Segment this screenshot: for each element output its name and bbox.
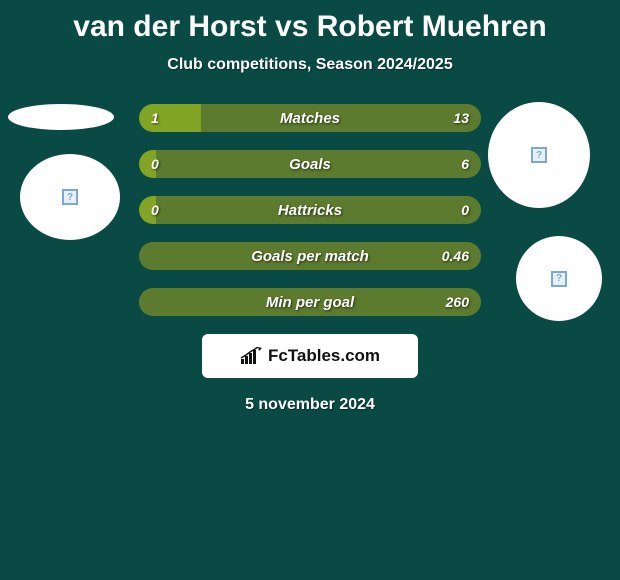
stat-value-right: 13 — [453, 110, 469, 126]
image-placeholder-icon: ? — [551, 271, 567, 287]
brand-text: FcTables.com — [268, 346, 380, 366]
brand-chart-icon — [240, 347, 262, 365]
stat-row: 0Hattricks0 — [139, 196, 481, 224]
date-label: 5 november 2024 — [0, 396, 620, 414]
stat-value-right: 0 — [461, 202, 469, 218]
image-placeholder-icon: ? — [62, 189, 78, 205]
stat-rows: 1Matches130Goals60Hattricks0Goals per ma… — [139, 104, 481, 316]
stat-label: Hattricks — [139, 202, 481, 219]
stat-label: Min per goal — [139, 294, 481, 311]
stat-row: 0Goals6 — [139, 150, 481, 178]
stat-row: Min per goal260 — [139, 288, 481, 316]
stat-label: Matches — [139, 110, 481, 127]
subtitle: Club competitions, Season 2024/2025 — [0, 56, 620, 74]
image-placeholder-icon: ? — [531, 147, 547, 163]
player2-avatar-top: ? — [488, 102, 590, 208]
player2-avatar-bottom: ? — [516, 236, 602, 321]
brand-box: FcTables.com — [202, 334, 418, 378]
player1-avatar: ? — [20, 154, 120, 240]
stat-value-right: 6 — [461, 156, 469, 172]
left-shadow-ellipse — [8, 104, 114, 130]
page-title: van der Horst vs Robert Muehren — [0, 0, 620, 44]
stat-row: 1Matches13 — [139, 104, 481, 132]
stat-row: Goals per match0.46 — [139, 242, 481, 270]
comparison-panel: ? ? ? 1Matches130Goals60Hattricks0Goals … — [0, 104, 620, 414]
stat-value-right: 0.46 — [442, 248, 469, 264]
stat-label: Goals — [139, 156, 481, 173]
stat-label: Goals per match — [139, 248, 481, 265]
stat-value-right: 260 — [446, 294, 469, 310]
